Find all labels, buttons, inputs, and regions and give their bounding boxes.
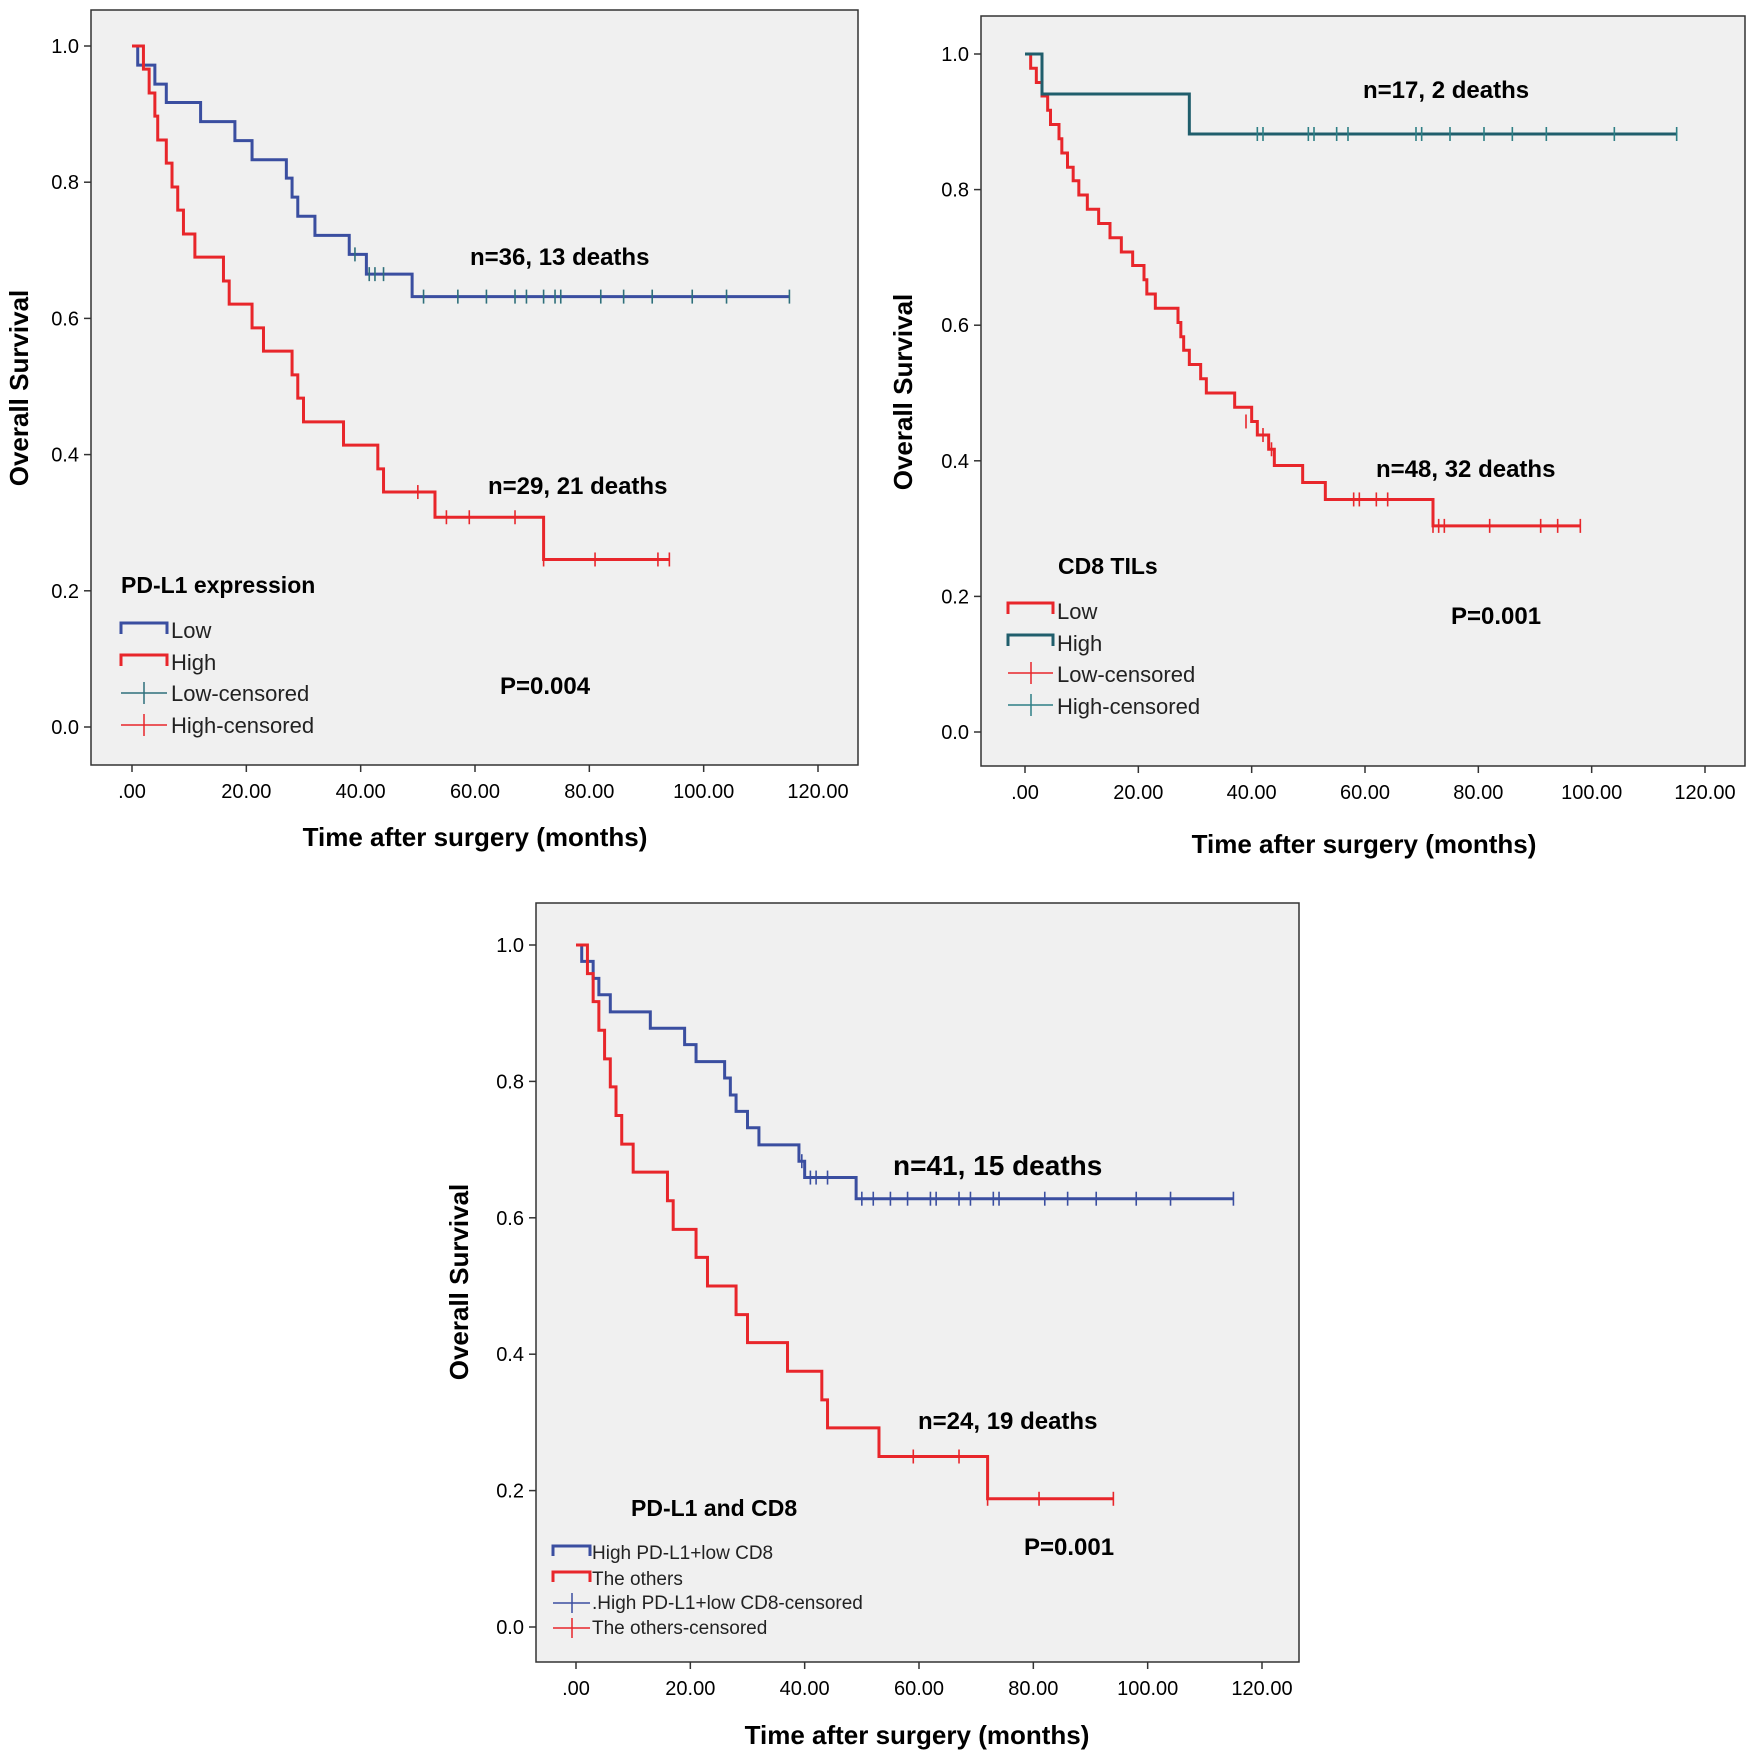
survival-curve-2	[576, 943, 1114, 1501]
y-tick-label: 0.2	[51, 581, 79, 603]
x-ticks: .00 20.00 40.00 60.00 80.00 100.00 120.00	[118, 765, 849, 803]
annotation-high: n=29, 21 deaths	[488, 473, 667, 500]
y-ticks: 0.0 0.2 0.4 0.6 0.8 1.0	[496, 935, 536, 1639]
legend-swatch-high	[1006, 633, 1055, 646]
x-tick-label: 20.00	[1113, 782, 1163, 804]
panel-2: 0.0 0.2 0.4 0.6 0.8 1.0 .00 20.00 40.00 60.00 80.…	[888, 15, 1746, 859]
survival-curve-2	[132, 44, 670, 561]
legend-label-high-censored: High-censored	[171, 713, 314, 738]
y-tick-label: 0.8	[941, 180, 969, 202]
legend-label-high: High	[1057, 631, 1102, 656]
series-lines	[576, 943, 1235, 1506]
survival-curve-1	[1025, 52, 1581, 528]
legend-title: PD-L1 expression	[121, 572, 315, 598]
x-tick-label: 120.00	[787, 781, 848, 803]
y-axis-title: Overall Survival	[888, 294, 918, 491]
x-axis-title: Time after surgery (months)	[303, 822, 648, 852]
x-tick-label: 40.00	[780, 1678, 830, 1700]
y-tick-label: 0.6	[496, 1208, 524, 1230]
x-tick-label: 20.00	[665, 1678, 715, 1700]
legend-swatch-series-2	[551, 1570, 592, 1582]
y-ticks: 0.0 0.2 0.4 0.6 0.8 1.0	[51, 36, 91, 739]
x-tick-label: .00	[562, 1678, 590, 1700]
legend: Low High Low-censored High-censored	[119, 618, 314, 738]
y-tick-label: 0.2	[496, 1481, 524, 1503]
series-lines	[132, 44, 791, 567]
x-tick-label: 80.00	[1008, 1678, 1058, 1700]
x-tick-label: 20.00	[221, 781, 271, 803]
x-tick-label: .00	[1011, 782, 1039, 804]
legend-label-series-2-censored: The others-censored	[592, 1618, 767, 1639]
series-lines	[1025, 52, 1678, 533]
legend: Low High Low-censored High-censored	[1006, 599, 1200, 719]
x-tick-label: 40.00	[336, 781, 386, 803]
x-ticks: .00 20.00 40.00 60.00 80.00 100.00 120.00	[1011, 766, 1736, 804]
x-tick-label: 40.00	[1227, 782, 1277, 804]
x-tick-label: 80.00	[1453, 782, 1503, 804]
y-tick-label: 1.0	[496, 935, 524, 957]
y-ticks: 0.0 0.2 0.4 0.6 0.8 1.0	[941, 44, 981, 744]
y-tick-label: 0.0	[496, 1617, 524, 1639]
plot-area	[980, 15, 1746, 767]
legend-label-high-censored: High-censored	[1057, 694, 1200, 719]
legend-label-low: Low	[1057, 599, 1097, 624]
legend-label-low: Low	[171, 618, 211, 643]
legend-label-series-1: High PD-L1+low CD8	[592, 1543, 773, 1564]
legend-swatch-high	[119, 653, 169, 666]
legend-swatch-low	[119, 621, 169, 634]
x-axis-title: Time after surgery (months)	[745, 1720, 1090, 1750]
x-tick-label: 120.00	[1674, 782, 1735, 804]
panel-1: 0.0 0.2 0.4 0.6 0.8 1.0 .00 20.00 40.00 60.00 80.…	[4, 9, 859, 852]
annotation-series-1: n=41, 15 deaths	[893, 1150, 1102, 1181]
y-axis-title: Overall Survival	[444, 1184, 474, 1381]
x-tick-label: 120.00	[1231, 1678, 1292, 1700]
y-tick-label: 0.8	[51, 172, 79, 194]
y-tick-label: 0.6	[51, 308, 79, 330]
survival-curve-1	[576, 943, 1234, 1201]
survival-curve-1	[132, 44, 790, 299]
x-axis-title: Time after surgery (months)	[1192, 829, 1537, 859]
survival-curve-2	[1025, 52, 1677, 136]
legend-label-series-2: The others	[592, 1569, 683, 1590]
x-tick-label: 100.00	[1561, 782, 1622, 804]
legend-title: PD-L1 and CD8	[631, 1495, 797, 1521]
y-tick-label: 0.4	[496, 1344, 524, 1366]
y-tick-label: 0.4	[941, 451, 969, 473]
x-tick-label: 100.00	[673, 781, 734, 803]
legend-swatch-low	[1006, 601, 1055, 614]
p-value: P=0.001	[1024, 1534, 1114, 1561]
x-tick-label: 60.00	[450, 781, 500, 803]
x-tick-label: .00	[118, 781, 146, 803]
legend-label-low-censored: Low-censored	[171, 681, 309, 706]
annotation-low: n=48, 32 deaths	[1376, 456, 1555, 483]
y-tick-label: 0.8	[496, 1071, 524, 1093]
plot-area	[90, 9, 859, 766]
x-tick-label: 60.00	[1340, 782, 1390, 804]
y-tick-label: 0.0	[941, 722, 969, 744]
y-tick-label: 0.2	[941, 586, 969, 608]
y-axis-title: Overall Survival	[4, 290, 34, 487]
y-tick-label: 1.0	[51, 36, 79, 58]
y-tick-label: 0.0	[51, 717, 79, 739]
legend-swatch-series-1	[551, 1544, 592, 1556]
x-tick-label: 60.00	[894, 1678, 944, 1700]
x-tick-label: 100.00	[1117, 1678, 1178, 1700]
p-value: P=0.004	[500, 673, 591, 700]
legend: High PD-L1+low CD8 The others .High PD-L…	[551, 1543, 863, 1639]
legend-label-high: High	[171, 650, 216, 675]
y-tick-label: 1.0	[941, 44, 969, 66]
annotation-high: n=17, 2 deaths	[1363, 77, 1529, 104]
annotation-low: n=36, 13 deaths	[470, 244, 649, 271]
y-tick-label: 0.4	[51, 445, 79, 467]
panel-3: 0.0 0.2 0.4 0.6 0.8 1.0 .00 20.00 40.00 60.00 80.…	[444, 902, 1300, 1750]
legend-label-series-1-censored: .High PD-L1+low CD8-censored	[592, 1593, 863, 1614]
legend-title: CD8 TILs	[1058, 553, 1158, 579]
legend-label-low-censored: Low-censored	[1057, 662, 1195, 687]
y-tick-label: 0.6	[941, 315, 969, 337]
p-value: P=0.001	[1451, 603, 1541, 630]
annotation-series-2: n=24, 19 deaths	[918, 1408, 1097, 1435]
x-tick-label: 80.00	[564, 781, 614, 803]
x-ticks: .00 20.00 40.00 60.00 80.00 100.00 120.00	[562, 1662, 1293, 1700]
